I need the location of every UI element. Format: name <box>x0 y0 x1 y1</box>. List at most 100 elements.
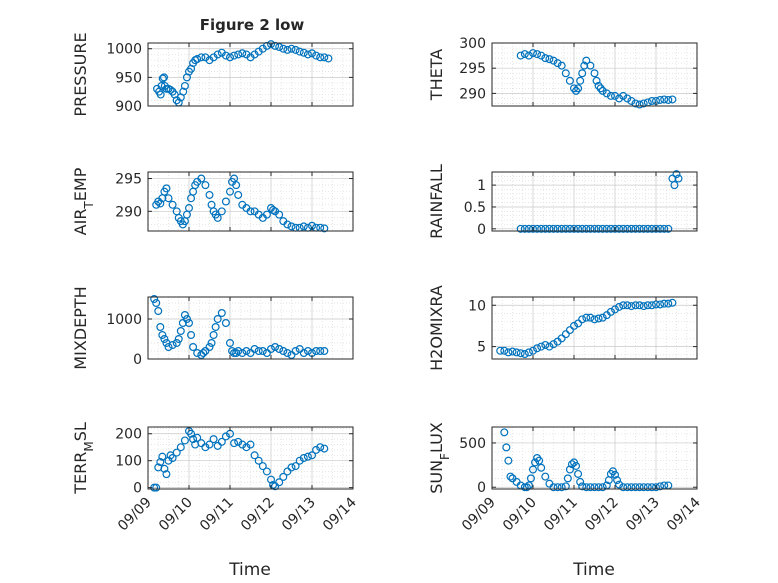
data-point <box>262 349 271 358</box>
data-point <box>545 224 554 233</box>
data-point <box>156 199 165 208</box>
data-point <box>258 347 267 356</box>
data-point <box>639 483 648 492</box>
data-point <box>631 99 640 108</box>
data-point <box>269 206 278 215</box>
data-point <box>574 224 583 233</box>
x-tick-label: 09/11 <box>197 495 237 535</box>
data-point <box>647 96 656 105</box>
data-point <box>197 439 206 448</box>
data-point <box>283 220 292 229</box>
data-point <box>193 55 202 64</box>
data-point <box>524 224 533 233</box>
data-point <box>567 460 576 469</box>
data-point <box>303 50 312 59</box>
data-point <box>647 483 656 492</box>
panel-sun-flux: 0 500 09/09 09/10 09/11 09/12 09/13 09/14 SUNFLU… <box>427 422 704 534</box>
plot-area <box>148 172 353 231</box>
data-point <box>168 454 177 463</box>
data-point <box>221 432 230 441</box>
data-point <box>549 483 558 492</box>
y-tick-label: 500 <box>459 436 486 452</box>
data-point <box>164 194 173 203</box>
series-sun-flux <box>500 428 673 492</box>
data-point <box>549 340 558 349</box>
series-pressure <box>153 40 333 107</box>
data-point <box>180 81 189 90</box>
y-tick-label: 300 <box>459 36 486 52</box>
x-tick-label: 09/10 <box>500 495 540 535</box>
y-axis-label: MIXDEPTH <box>71 286 90 369</box>
axes-box <box>491 426 698 490</box>
data-point <box>230 439 239 448</box>
data-point <box>158 452 167 461</box>
data-point <box>226 53 235 62</box>
y-axis-label: H2OMIXRA <box>427 285 446 371</box>
data-point <box>572 461 581 470</box>
data-point <box>246 440 255 449</box>
data-point <box>520 350 529 359</box>
y-tick-label: 0 <box>133 481 142 497</box>
data-point <box>287 463 296 472</box>
y-axis-label: AIRTEMP <box>71 167 96 235</box>
data-point <box>594 314 603 323</box>
y-axis-label: TERRMSL <box>71 422 96 495</box>
data-point <box>291 462 300 471</box>
data-point <box>279 347 288 356</box>
data-point <box>158 331 167 340</box>
data-point <box>211 323 220 332</box>
data-point <box>553 224 562 233</box>
data-point <box>668 95 677 104</box>
data-point <box>172 448 181 457</box>
data-point <box>672 170 681 179</box>
data-point <box>316 53 325 62</box>
data-point <box>528 224 537 233</box>
data-point <box>504 456 513 465</box>
data-point <box>275 210 284 219</box>
data-point <box>586 224 595 233</box>
y-tick-label: 295 <box>459 61 486 77</box>
data-point <box>258 462 267 471</box>
data-point <box>545 55 554 64</box>
data-point <box>610 91 619 100</box>
data-point <box>598 86 607 95</box>
data-point <box>152 483 161 492</box>
y-tick-label: 900 <box>115 99 142 115</box>
data-point <box>590 315 599 324</box>
data-point <box>576 76 585 85</box>
data-point <box>207 339 216 348</box>
y-tick-label: 290 <box>115 204 142 220</box>
data-point <box>643 224 652 233</box>
panel-rainfall: 0 0.5 1 RAINFALL <box>427 164 698 239</box>
data-point <box>234 190 243 199</box>
data-point <box>619 224 628 233</box>
y-axis-label: SUNFLUX <box>427 422 452 494</box>
data-point <box>660 299 669 308</box>
x-axis-label-right: Time <box>572 560 615 580</box>
data-point <box>299 454 308 463</box>
data-point <box>185 204 194 213</box>
y-tick-label: 950 <box>115 70 142 86</box>
data-point <box>275 478 284 487</box>
x-tick-label: 09/10 <box>156 495 196 535</box>
data-point <box>565 465 574 474</box>
data-point <box>606 224 615 233</box>
data-point <box>635 224 644 233</box>
axes-box <box>147 426 354 490</box>
data-point <box>217 437 226 446</box>
data-point <box>586 313 595 322</box>
data-point <box>643 483 652 492</box>
data-point <box>312 445 321 454</box>
data-point <box>291 45 300 54</box>
data-point <box>504 348 513 357</box>
data-point <box>189 435 198 444</box>
axes-box <box>491 171 698 232</box>
data-point <box>623 301 632 310</box>
data-point <box>639 302 648 311</box>
data-point <box>541 54 550 63</box>
data-point <box>594 483 603 492</box>
data-point <box>320 347 329 356</box>
data-point <box>586 61 595 70</box>
data-point <box>174 335 183 344</box>
